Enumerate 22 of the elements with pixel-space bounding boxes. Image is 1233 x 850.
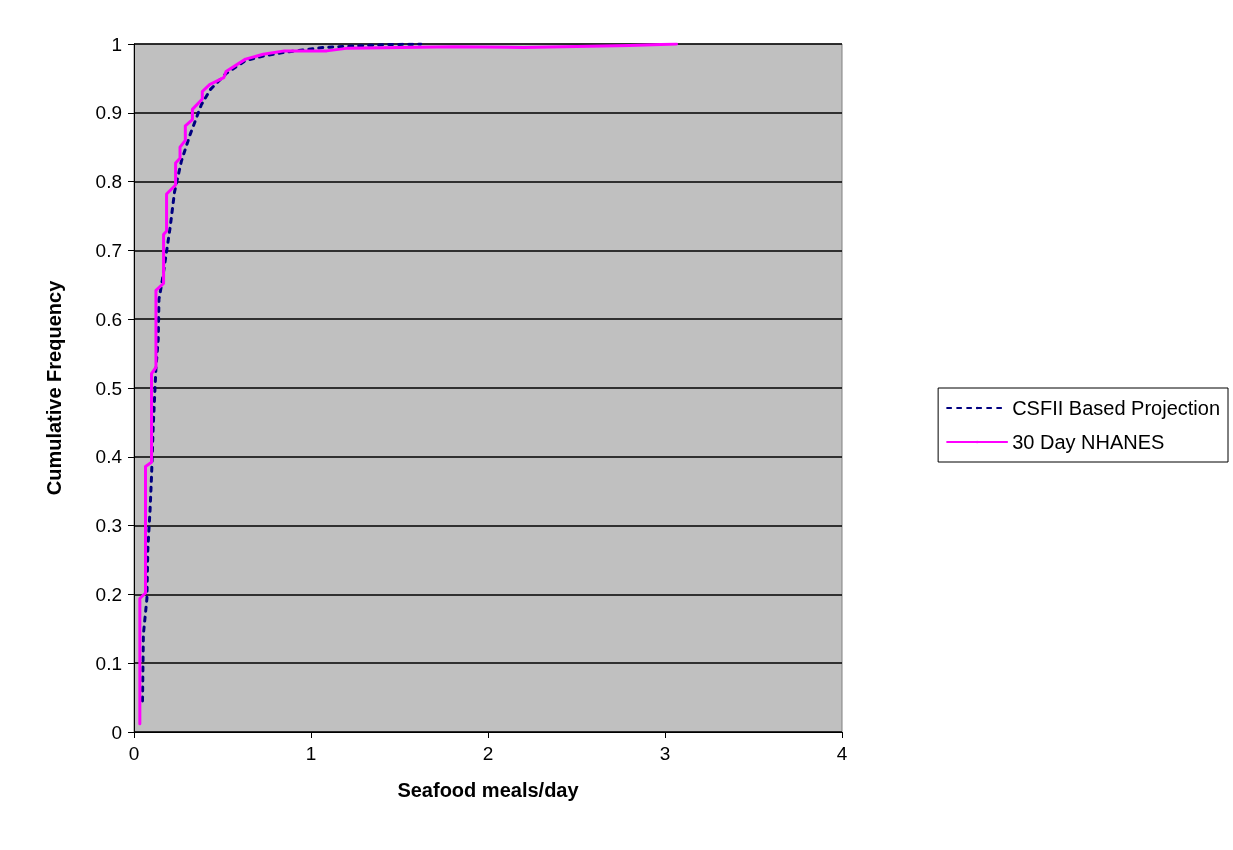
line-series — [138, 42, 679, 726]
y-tick-label: 0.2 — [95, 583, 122, 605]
y-tick-label: 0.1 — [95, 652, 122, 674]
y-tick-label: 0.9 — [95, 102, 122, 124]
y-tick-label: 0.5 — [95, 377, 122, 399]
line-series — [141, 42, 423, 703]
legend-label: 30 Day NHANES — [1012, 431, 1165, 453]
x-tick-label: 0 — [128, 743, 140, 764]
y-tick-label: 0.4 — [95, 446, 123, 468]
x-tick-label: 2 — [482, 743, 494, 764]
x-tick-label: 3 — [659, 743, 671, 764]
y-tick-label: 1 — [111, 33, 122, 55]
x-tick-label: 1 — [305, 743, 317, 764]
y-tick-label: 0.7 — [95, 239, 122, 261]
legend-label: CSFII Based Projection — [1012, 397, 1220, 419]
y-tick-label: 0.3 — [95, 515, 122, 537]
y-axis-title: Cumulative Frequency — [43, 279, 65, 496]
y-tick-label: 0 — [111, 721, 122, 743]
x-axis-title: Seafood meals/day — [397, 779, 580, 801]
x-tick-label: 4 — [836, 743, 848, 764]
y-tick-label: 0.6 — [95, 308, 122, 330]
y-tick-label: 0.8 — [95, 171, 122, 193]
